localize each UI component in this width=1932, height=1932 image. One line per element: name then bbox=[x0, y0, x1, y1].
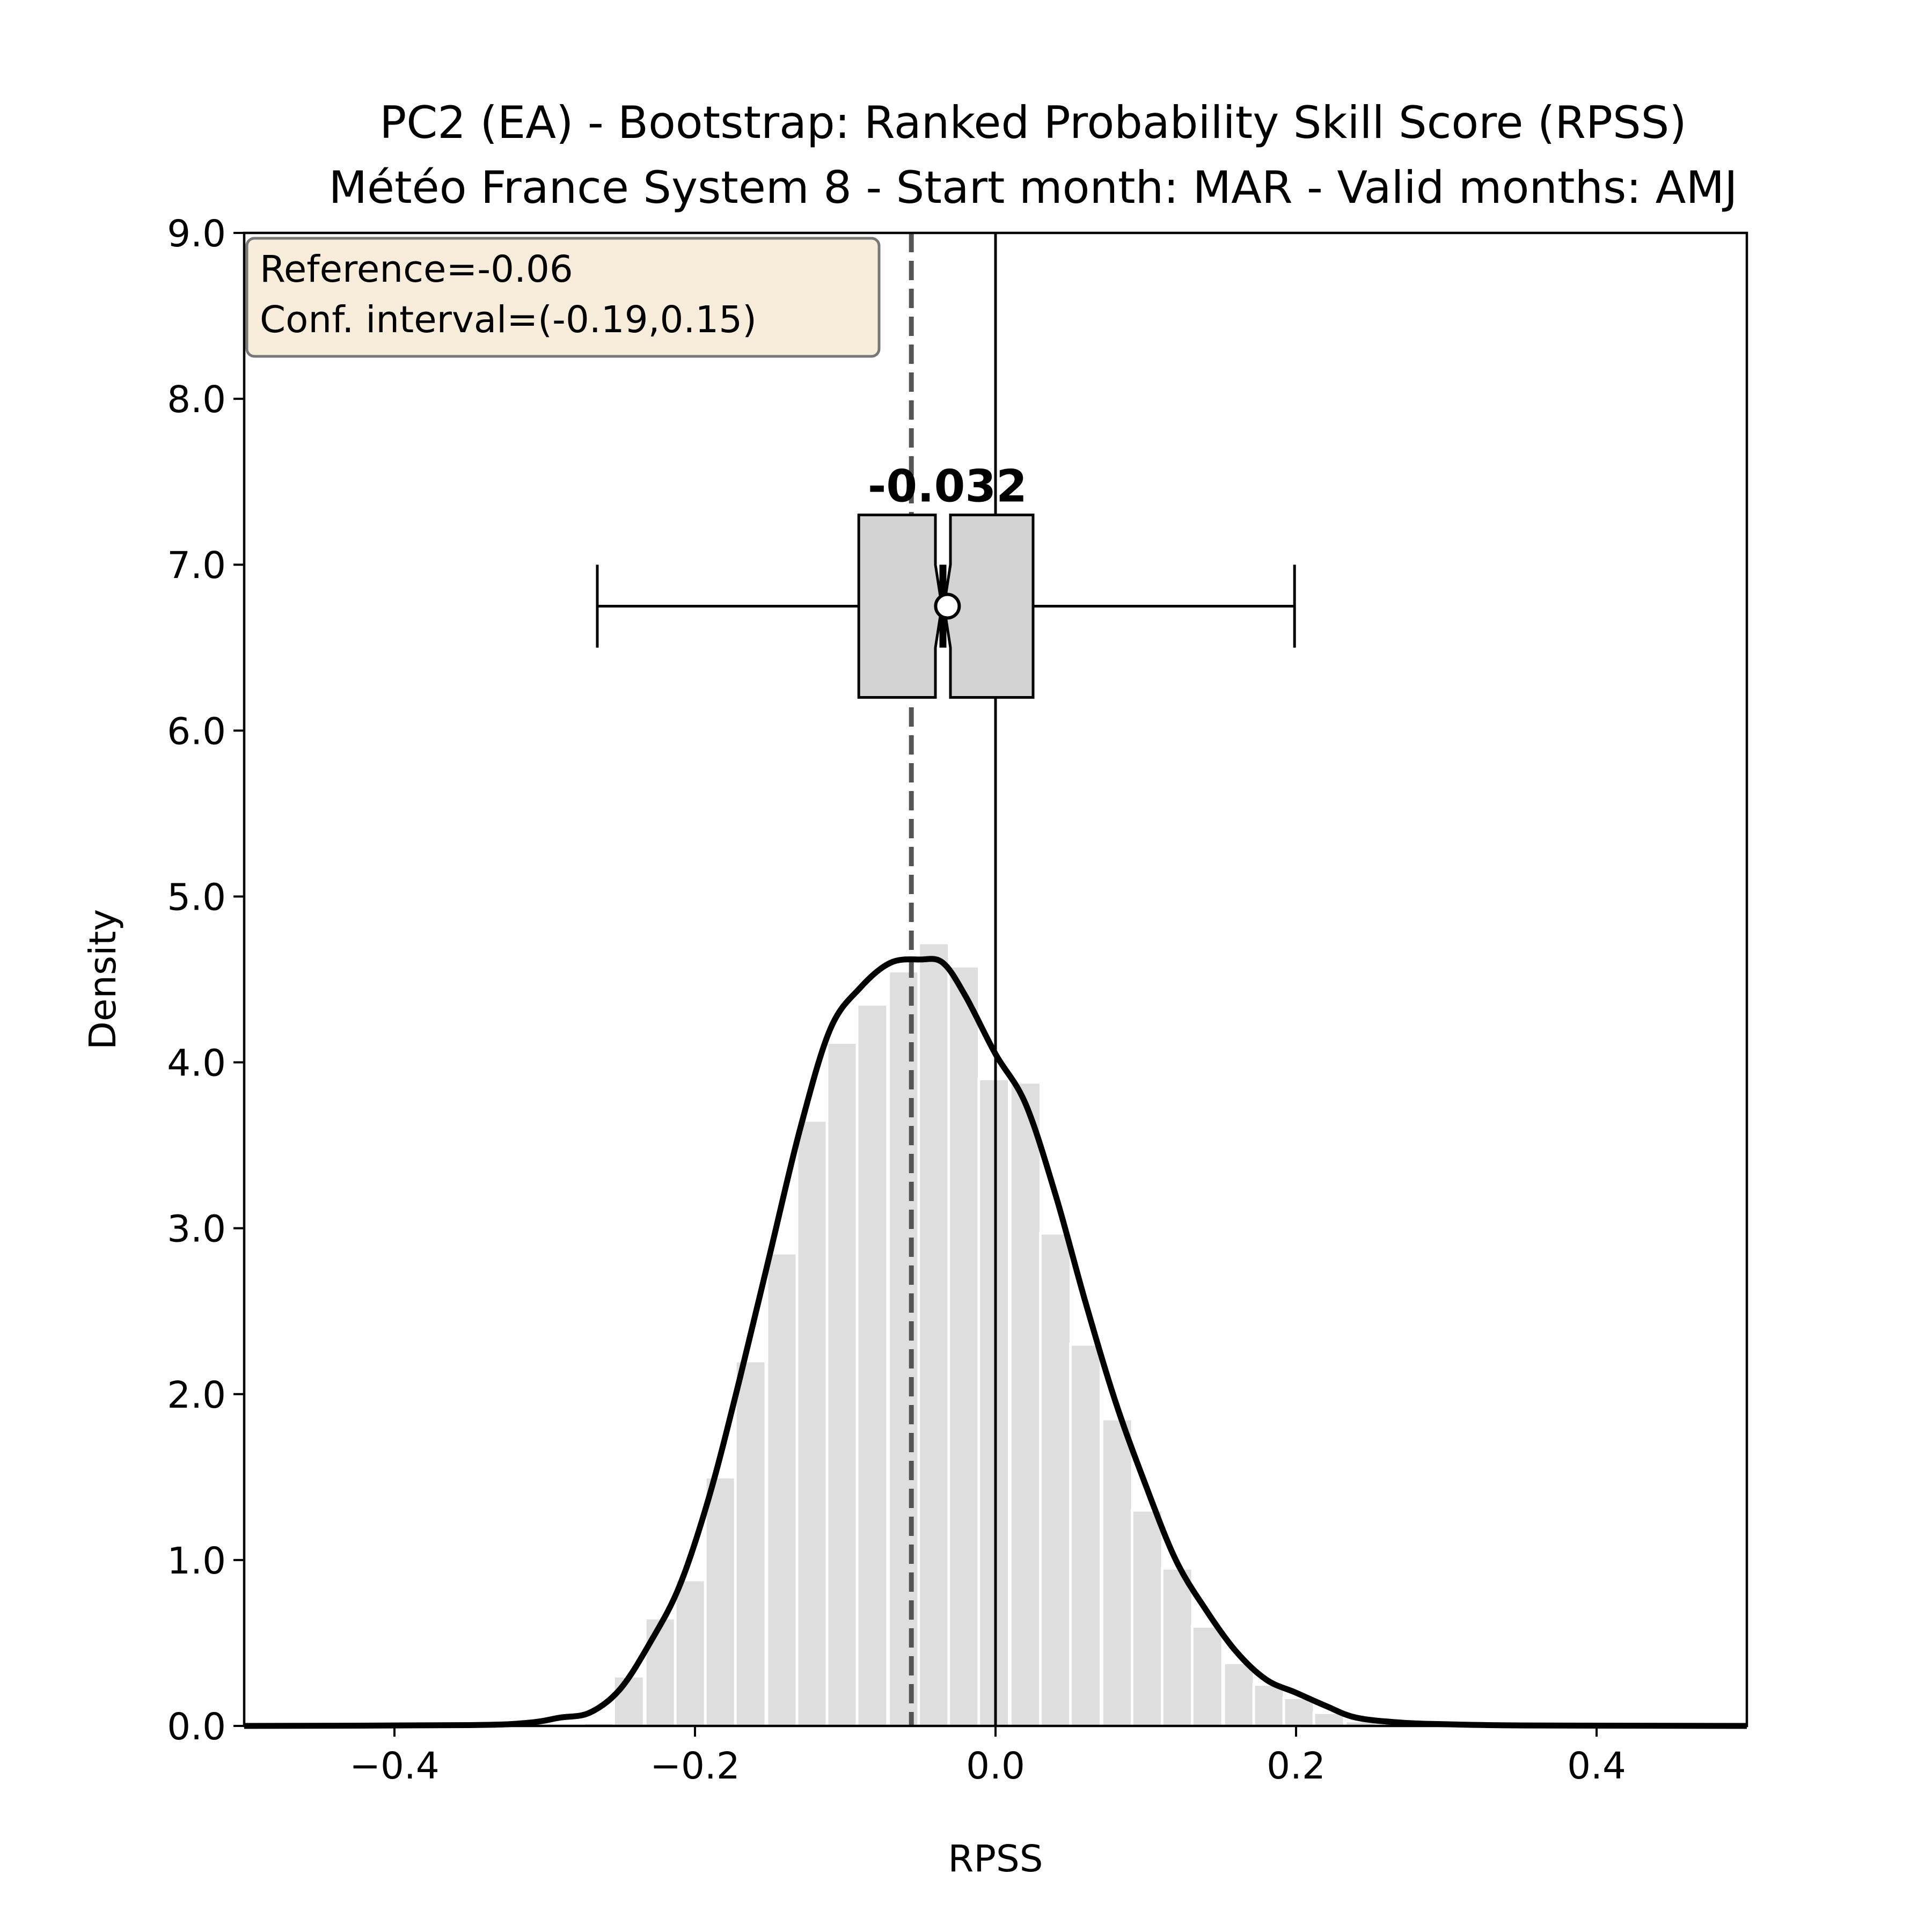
histogram-bar bbox=[1100, 1417, 1134, 1728]
histogram-bar bbox=[887, 970, 921, 1728]
vertical-lines bbox=[909, 233, 997, 1726]
y-tick-label: 4.0 bbox=[167, 1042, 226, 1085]
histogram-bar bbox=[1160, 1567, 1194, 1728]
x-axis-ticks: −0.4 −0.2 0.0 0.2 0.4 bbox=[349, 1726, 1626, 1788]
y-tick-label: 1.0 bbox=[167, 1540, 226, 1583]
x-tick-label: −0.2 bbox=[650, 1745, 740, 1788]
histogram-bar bbox=[947, 964, 981, 1728]
x-tick-label: 0.4 bbox=[1567, 1745, 1626, 1788]
kde-curve-group bbox=[244, 956, 1747, 1729]
chart-title: PC2 (EA) - Bootstrap: Ranked Probability… bbox=[379, 97, 1686, 149]
histogram-bar bbox=[977, 1077, 1011, 1728]
y-tick-label: 8.0 bbox=[167, 378, 226, 421]
histogram-bar bbox=[855, 1002, 889, 1728]
histogram-bar bbox=[795, 1119, 829, 1728]
x-tick-label: 0.0 bbox=[966, 1745, 1025, 1788]
median-value-label: -0.032 bbox=[868, 460, 1027, 512]
histogram-bar bbox=[917, 941, 951, 1728]
histogram-bar bbox=[674, 1578, 707, 1728]
mean-marker bbox=[934, 592, 961, 620]
histogram-bars bbox=[582, 941, 1378, 1728]
chart-subtitle: Météo France System 8 - Start month: MAR… bbox=[328, 162, 1737, 214]
histogram-bar bbox=[1252, 1683, 1286, 1728]
histogram-bar bbox=[704, 1475, 737, 1728]
y-tick-label: 7.0 bbox=[167, 544, 226, 587]
x-axis-label: RPSS bbox=[948, 1838, 1043, 1880]
histogram-bar bbox=[1009, 1081, 1042, 1728]
annotation-background bbox=[245, 237, 881, 358]
histogram-bar bbox=[643, 1616, 677, 1728]
y-tick-label: 2.0 bbox=[167, 1374, 226, 1417]
y-tick-label: 5.0 bbox=[167, 876, 226, 919]
y-tick-label: 6.0 bbox=[167, 710, 226, 753]
y-tick-label: 0.0 bbox=[167, 1706, 226, 1748]
histogram-bar bbox=[1190, 1625, 1224, 1728]
y-tick-label: 9.0 bbox=[167, 213, 226, 255]
annotation-line: Conf. interval=(-0.19,0.15) bbox=[260, 298, 757, 341]
histogram-bar bbox=[734, 1359, 767, 1728]
histogram-bar bbox=[1130, 1509, 1164, 1728]
x-tick-label: −0.4 bbox=[349, 1745, 440, 1788]
histogram-bar bbox=[765, 1252, 799, 1728]
y-axis-label: Density bbox=[82, 909, 125, 1050]
y-axis-ticks: 0.0 1.0 2.0 3.0 4.0 5.0 6.0 7.0 8.0 9.0 bbox=[167, 213, 244, 1748]
annotation-box: Reference=-0.06 Conf. interval=(-0.19,0.1… bbox=[245, 237, 881, 358]
boxplot: -0.032 bbox=[596, 460, 1296, 699]
box-left-half bbox=[857, 513, 943, 699]
histogram-bar bbox=[1039, 1232, 1072, 1728]
histogram-bar bbox=[825, 1041, 859, 1728]
histogram-bar bbox=[612, 1674, 646, 1728]
kde-curve bbox=[244, 956, 1747, 1729]
box-right-half bbox=[942, 513, 1035, 699]
y-tick-label: 3.0 bbox=[167, 1208, 226, 1251]
annotation-line: Reference=-0.06 bbox=[260, 248, 573, 291]
x-tick-label: 0.2 bbox=[1267, 1745, 1326, 1788]
histogram-bar bbox=[1222, 1662, 1256, 1728]
histogram-bar bbox=[1069, 1343, 1102, 1728]
